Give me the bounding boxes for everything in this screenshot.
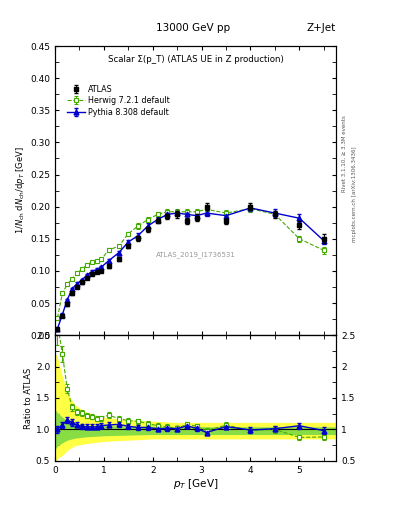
Text: Z+Jet: Z+Jet — [307, 23, 336, 33]
Text: 13000 GeV pp: 13000 GeV pp — [156, 23, 230, 33]
X-axis label: $p_T$ [GeV]: $p_T$ [GeV] — [173, 477, 218, 492]
Text: mcplots.cern.ch [arXiv:1306.3436]: mcplots.cern.ch [arXiv:1306.3436] — [352, 147, 357, 242]
Legend: ATLAS, Herwig 7.2.1 default, Pythia 8.308 default: ATLAS, Herwig 7.2.1 default, Pythia 8.30… — [68, 85, 170, 117]
Text: Rivet 3.1.10, ≥ 3.3M events: Rivet 3.1.10, ≥ 3.3M events — [342, 115, 347, 192]
Text: Scalar Σ(p_T) (ATLAS UE in Z production): Scalar Σ(p_T) (ATLAS UE in Z production) — [108, 55, 283, 64]
Y-axis label: Ratio to ATLAS: Ratio to ATLAS — [24, 367, 33, 429]
Y-axis label: $1/N_\mathrm{ch}\;\mathrm{d}N_\mathrm{ch}/\mathrm{d}p_T$ [GeV]: $1/N_\mathrm{ch}\;\mathrm{d}N_\mathrm{ch… — [14, 147, 27, 234]
Text: ATLAS_2019_I1736531: ATLAS_2019_I1736531 — [156, 251, 235, 258]
